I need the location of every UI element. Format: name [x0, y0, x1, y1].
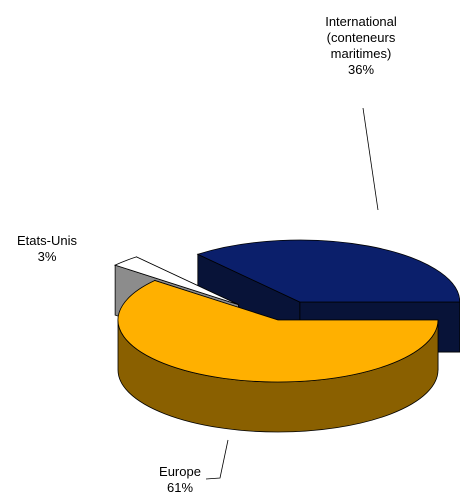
value-label: 61%: [166, 480, 194, 495]
leader-line: [205, 439, 229, 480]
category-label: International (conteneurs maritimes): [325, 14, 397, 61]
category-label: Etats-Unis: [17, 233, 77, 248]
slice-label: Europe 61%: [130, 464, 230, 496]
slice: [196, 239, 460, 303]
value-label: 3%: [37, 249, 57, 264]
slice-label: Etats-Unis 3%: [5, 233, 89, 265]
leader-line: [362, 107, 379, 211]
slice: [117, 280, 439, 383]
slice: [114, 256, 239, 306]
slice-label: International (conteneurs maritimes) 36%: [305, 14, 417, 78]
value-label: 36%: [347, 62, 375, 77]
category-label: Europe: [159, 464, 201, 479]
